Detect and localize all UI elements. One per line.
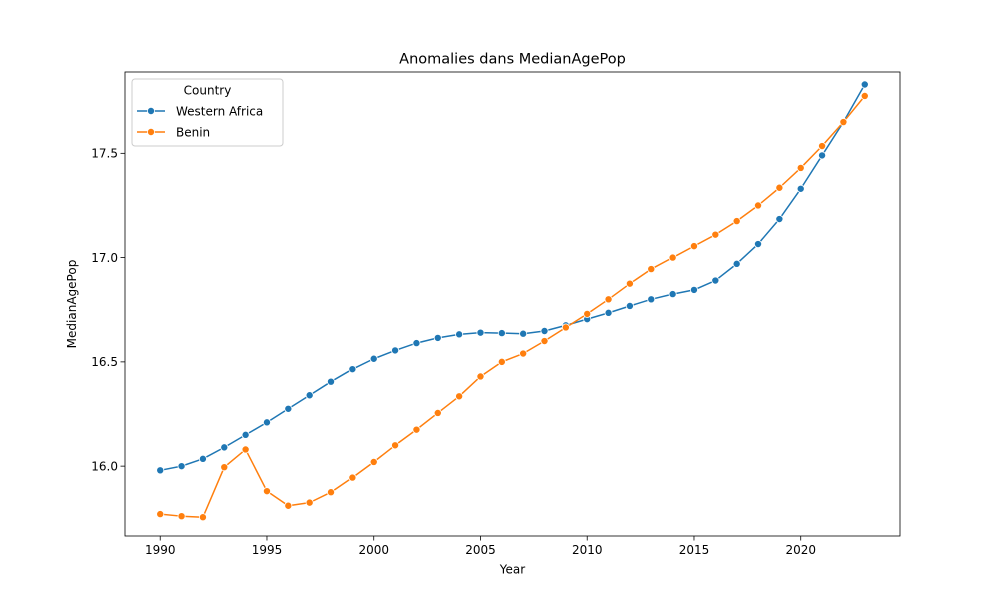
data-point-western-africa: [711, 276, 720, 285]
y-axis-label: MedianAgePop: [65, 260, 79, 349]
data-point-benin: [305, 498, 314, 507]
data-point-western-africa: [348, 365, 357, 374]
data-point-benin: [177, 512, 186, 521]
data-point-western-africa: [519, 329, 528, 338]
y-tick-label: 17.5: [91, 147, 118, 161]
data-point-benin: [583, 309, 592, 318]
data-point-benin: [284, 501, 293, 510]
data-point-benin: [455, 392, 464, 401]
data-point-western-africa: [177, 462, 186, 471]
data-point-western-africa: [391, 346, 400, 355]
data-point-western-africa: [262, 418, 271, 427]
x-tick-label: 1995: [252, 543, 283, 557]
series-line-benin: [159, 95, 866, 518]
y-tick-label: 16.0: [91, 459, 118, 473]
chart-title: Anomalies dans MedianAgePop: [399, 52, 626, 68]
data-point-western-africa: [647, 295, 656, 304]
data-point-benin: [348, 473, 357, 482]
data-point-western-africa: [604, 308, 613, 317]
data-point-western-africa: [327, 377, 336, 386]
legend-entry-benin: Benin: [137, 125, 210, 139]
data-point-benin: [497, 357, 506, 366]
data-point-benin: [647, 265, 656, 274]
data-point-benin: [818, 142, 827, 151]
x-tick-label: 2015: [679, 543, 710, 557]
data-point-benin: [262, 487, 271, 496]
data-point-western-africa: [668, 290, 677, 299]
data-point-benin: [241, 445, 250, 454]
data-point-benin: [327, 488, 336, 497]
data-point-western-africa: [156, 466, 165, 475]
data-point-western-africa: [220, 443, 229, 452]
data-point-western-africa: [796, 184, 805, 193]
data-point-benin: [754, 201, 763, 210]
data-point-benin: [433, 408, 442, 417]
x-tick-label: 2010: [572, 543, 603, 557]
data-point-benin: [476, 372, 485, 381]
data-point-benin: [561, 323, 570, 332]
y-tick-label: 16.5: [91, 355, 118, 369]
data-point-benin: [668, 253, 677, 262]
data-point-western-africa: [433, 333, 442, 342]
data-point-benin: [860, 91, 869, 100]
x-axis: 1990 1995 2000 2005 2010 2015 2020: [145, 536, 816, 557]
data-point-benin: [839, 118, 848, 127]
data-point-benin: [391, 441, 400, 450]
legend-label-western-africa: Western Africa: [176, 104, 263, 118]
data-point-western-africa: [284, 404, 293, 413]
data-point-western-africa: [540, 327, 549, 336]
legend-entries: Western Africa Benin: [137, 104, 263, 139]
data-point-benin: [540, 337, 549, 346]
legend-label-benin: Benin: [176, 125, 210, 139]
legend-marker-western-africa: [146, 107, 155, 116]
legend-box: [131, 78, 284, 147]
legend-marker-benin: [146, 127, 155, 136]
data-point-western-africa: [497, 329, 506, 338]
data-point-western-africa: [455, 330, 464, 339]
x-tick-label: 2020: [785, 543, 816, 557]
data-point-benin: [775, 183, 784, 192]
series-benin: [156, 91, 869, 522]
legend-entry-western-africa: Western Africa: [137, 104, 263, 118]
data-point-western-africa: [754, 240, 763, 249]
data-point-western-africa: [818, 151, 827, 160]
legend: Country Western Africa Benin: [131, 78, 284, 147]
x-tick-label: 2005: [465, 543, 496, 557]
axes-frame: [124, 71, 901, 537]
data-point-benin: [369, 457, 378, 466]
data-point-western-africa: [476, 328, 485, 337]
data-point-benin: [796, 163, 805, 172]
data-point-western-africa: [732, 259, 741, 268]
data-point-western-africa: [860, 80, 869, 89]
data-point-western-africa: [412, 339, 421, 348]
data-point-western-africa: [689, 285, 698, 294]
data-point-benin: [519, 349, 528, 358]
data-point-benin: [198, 513, 207, 522]
data-point-western-africa: [775, 215, 784, 224]
data-point-benin: [625, 279, 634, 288]
data-point-western-africa: [625, 301, 634, 310]
data-point-benin: [604, 295, 613, 304]
y-tick-label: 17.0: [91, 251, 118, 265]
x-tick-label: 2000: [358, 543, 389, 557]
y-axis: 16.0 16.5 17.0 17.5: [91, 147, 125, 473]
legend-title: Country: [184, 84, 232, 98]
data-point-benin: [156, 510, 165, 519]
data-point-benin: [220, 463, 229, 472]
data-point-western-africa: [369, 354, 378, 363]
data-point-western-africa: [198, 454, 207, 463]
data-point-benin: [711, 230, 720, 239]
data-point-benin: [412, 425, 421, 434]
series-line-western-africa: [159, 83, 866, 472]
series-western-africa: [156, 80, 869, 475]
data-point-benin: [732, 217, 741, 226]
x-tick-label: 1990: [145, 543, 176, 557]
x-axis-label: Year: [499, 563, 525, 577]
data-point-western-africa: [305, 391, 314, 400]
data-point-benin: [689, 242, 698, 251]
plot-area: [156, 80, 869, 522]
data-point-western-africa: [241, 430, 250, 439]
